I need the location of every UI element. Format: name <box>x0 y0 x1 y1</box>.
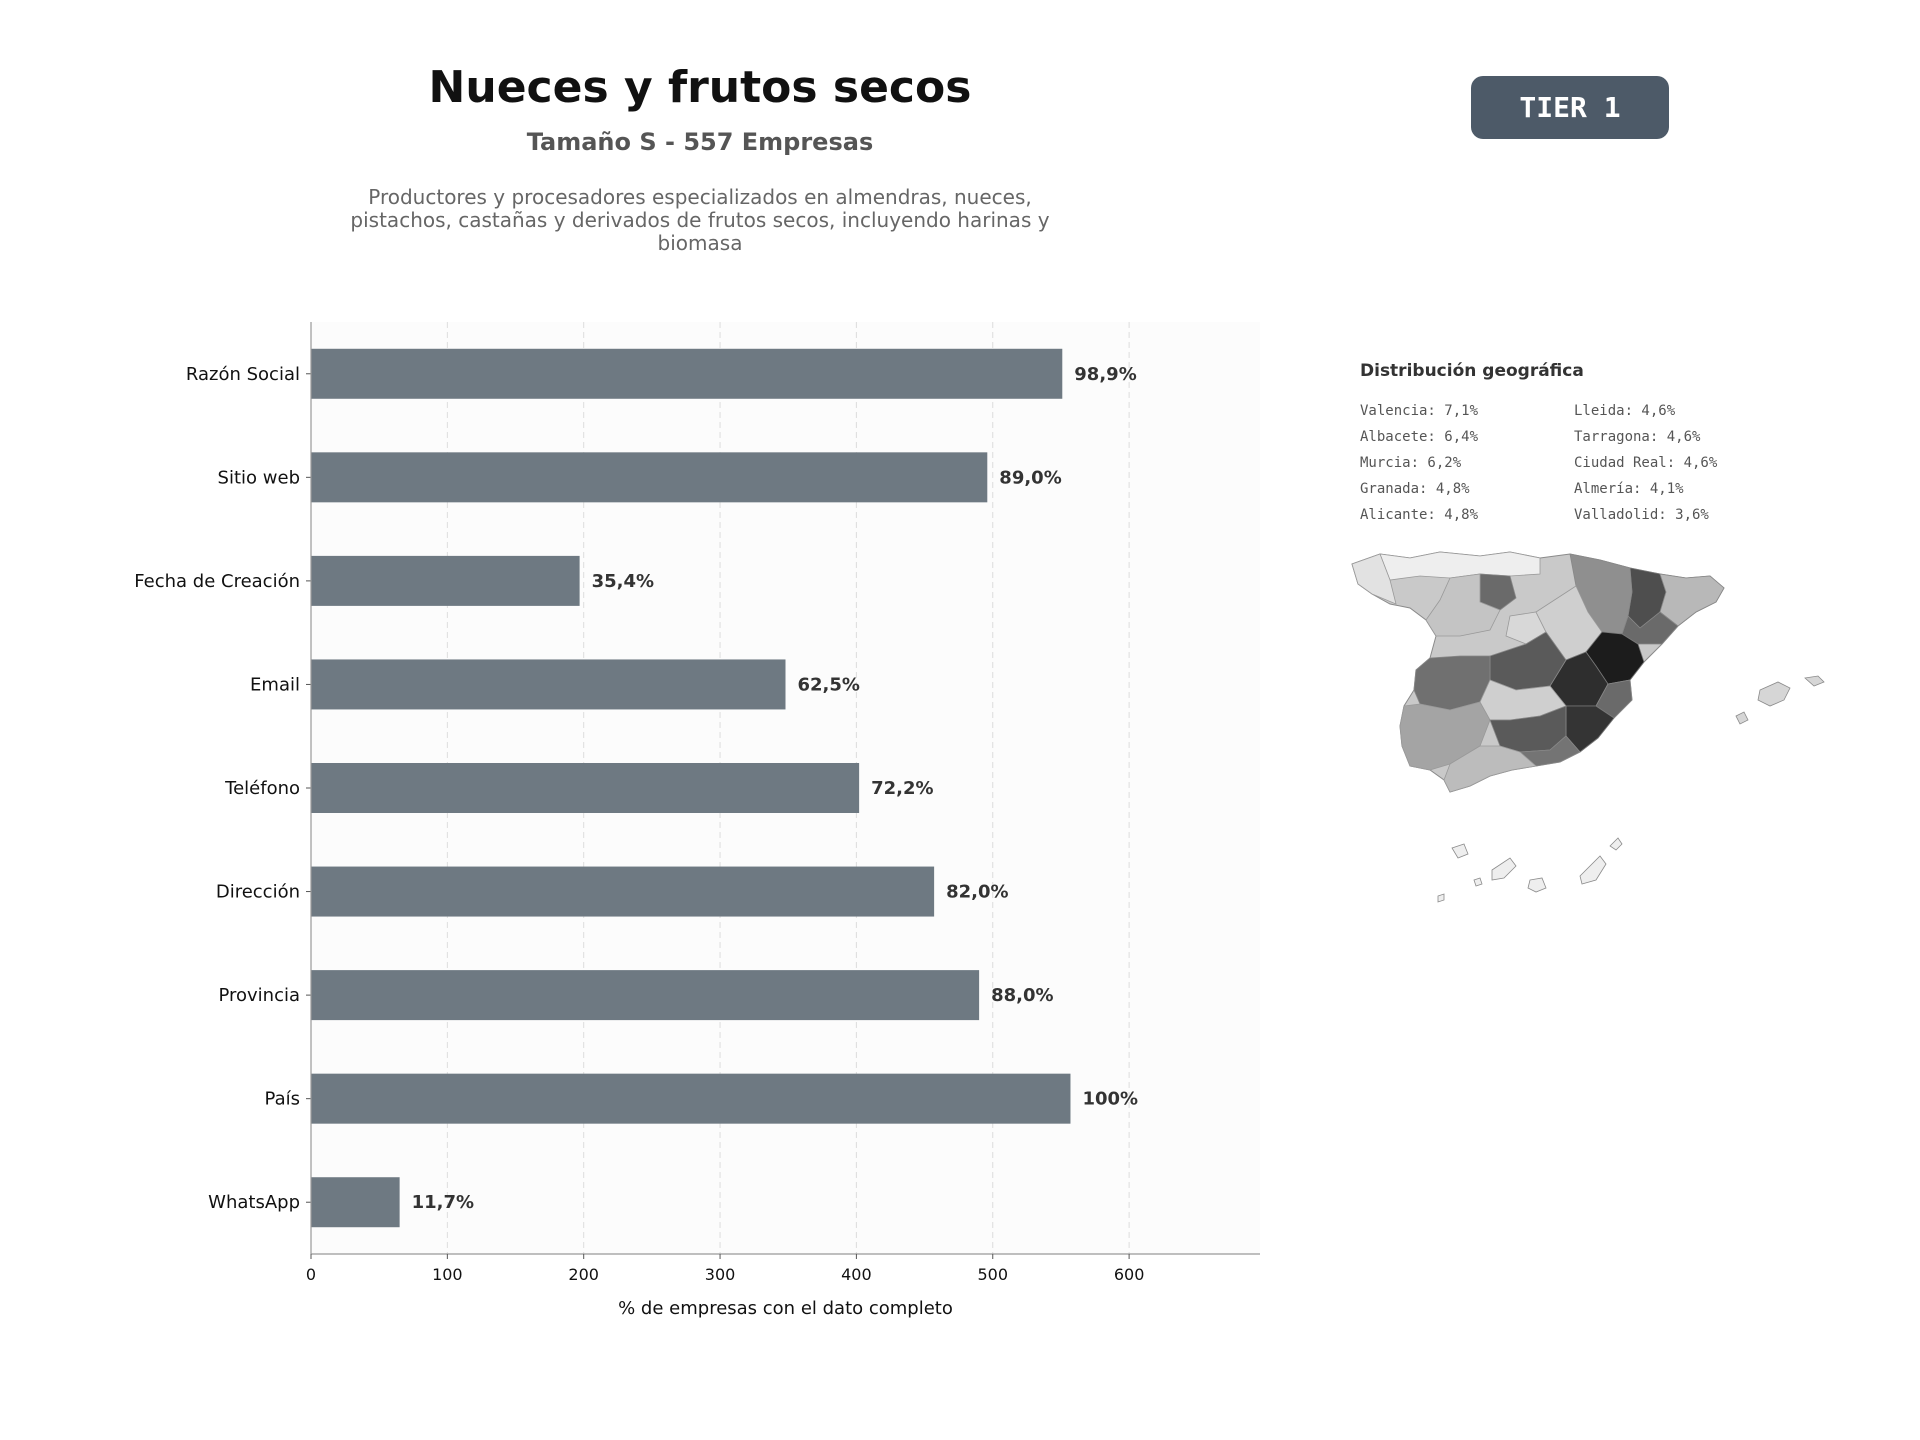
geo-item: Almería: 4,1% <box>1574 481 1684 497</box>
bar <box>311 659 786 710</box>
geo-item: Valencia: 7,1% <box>1360 403 1479 419</box>
geo-item: Murcia: 6,2% <box>1360 455 1462 471</box>
geo-item: Tarragona: 4,6% <box>1574 429 1701 445</box>
geo-item: Alicante: 4,8% <box>1360 507 1479 523</box>
y-tick-label: WhatsApp <box>208 1192 300 1213</box>
x-tick-label: 500 <box>977 1265 1008 1284</box>
map-region <box>1379 551 1541 581</box>
bar-value-label: 100% <box>1082 1089 1138 1110</box>
x-axis-label: % de empresas con el dato completo <box>618 1298 953 1319</box>
y-tick-label: Email <box>250 674 300 695</box>
map-canary-islands <box>1473 877 1483 887</box>
chart-subtitle: Tamaño S - 557 Empresas <box>526 128 874 156</box>
bar <box>311 348 1063 399</box>
chart-description: Productores y procesadores especializado… <box>350 185 1050 255</box>
map-balearic-islands <box>1735 711 1749 725</box>
bar <box>311 1073 1071 1124</box>
y-tick-label: Fecha de Creación <box>134 571 300 592</box>
map-canary-islands <box>1437 893 1445 903</box>
x-tick-label: 0 <box>306 1265 316 1284</box>
tier-badge: TIER 1 <box>1471 76 1669 139</box>
map-canary-islands <box>1491 857 1517 881</box>
bar-value-label: 11,7% <box>412 1192 474 1213</box>
spain-province-map <box>1351 551 1825 903</box>
bar-value-label: 89,0% <box>999 467 1061 488</box>
bar-value-label: 62,5% <box>798 674 860 695</box>
bar-chart: 98,9% Razón Social 89,0% Sitio web 35,4% Fech… <box>134 322 1260 1319</box>
bar <box>311 866 935 917</box>
map-region <box>1659 573 1725 627</box>
x-tick-label: 200 <box>568 1265 599 1284</box>
bar-value-label: 35,4% <box>592 571 654 592</box>
bar <box>311 1177 400 1228</box>
y-tick-label: Teléfono <box>224 778 300 799</box>
geo-item: Granada: 4,8% <box>1360 481 1470 497</box>
y-tick-label: Dirección <box>216 882 300 903</box>
bar-value-label: 72,2% <box>871 778 933 799</box>
y-tick-label: Razón Social <box>186 364 300 385</box>
map-canary-islands <box>1609 837 1623 851</box>
map-balearic-islands <box>1757 681 1791 707</box>
y-tick-label: País <box>265 1089 300 1110</box>
x-tick-label: 100 <box>432 1265 463 1284</box>
bar <box>311 555 580 606</box>
bar <box>311 763 860 813</box>
map-canary-islands <box>1527 877 1547 893</box>
y-tick-label: Provincia <box>218 985 300 1006</box>
geo-item: Valladolid: 3,6% <box>1574 507 1709 523</box>
x-tick-label: 400 <box>841 1265 872 1284</box>
map-region <box>1413 655 1491 711</box>
map-region <box>1443 745 1537 793</box>
geo-distribution-title: Distribución geográfica <box>1360 361 1584 381</box>
map-region <box>1425 573 1501 637</box>
map-region <box>1351 553 1397 605</box>
chart-title: Nueces y frutos secos <box>428 62 972 113</box>
bar-value-label: 82,0% <box>946 882 1008 903</box>
bar-value-label: 88,0% <box>991 985 1053 1006</box>
y-tick-label: Sitio web <box>218 467 300 488</box>
bar <box>311 970 980 1021</box>
x-tick-label: 600 <box>1114 1265 1145 1284</box>
bar <box>311 452 988 503</box>
geo-item: Ciudad Real: 4,6% <box>1574 455 1718 471</box>
geo-item: Albacete: 6,4% <box>1360 429 1479 445</box>
map-balearic-islands <box>1804 675 1825 687</box>
x-tick-label: 300 <box>705 1265 736 1284</box>
map-canary-islands <box>1451 843 1469 859</box>
map-canary-islands <box>1579 855 1607 885</box>
geo-item: Lleida: 4,6% <box>1574 403 1676 419</box>
bar-value-label: 98,9% <box>1074 364 1136 385</box>
